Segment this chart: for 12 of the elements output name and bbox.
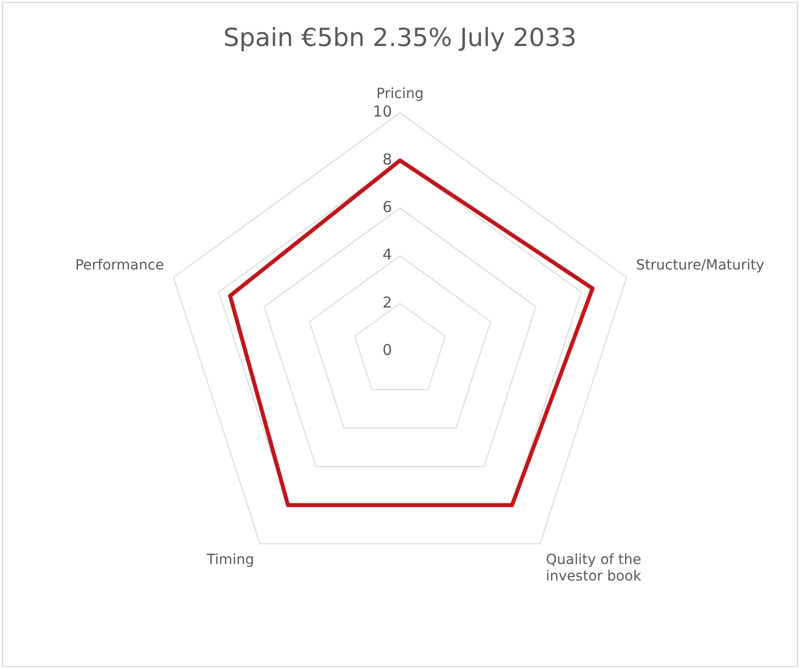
y-tick-label: 8 [382, 150, 392, 168]
y-tick-label: 0 [382, 340, 392, 359]
y-tick-label: 4 [382, 246, 392, 264]
spoke-label: Pricing [376, 86, 424, 102]
y-tick-label: 10 [372, 102, 392, 121]
y-tick-label: 2 [382, 293, 392, 312]
spoke-label: Performance [75, 258, 164, 274]
y-tick-label: 6 [382, 198, 392, 216]
spoke-label: Quality of the investor book [546, 552, 642, 585]
spoke-label: Timing [206, 552, 254, 568]
chart-title: Spain €5bn 2.35% July 2033 [222, 23, 578, 52]
spoke-label: Structure/Maturity [636, 258, 764, 274]
